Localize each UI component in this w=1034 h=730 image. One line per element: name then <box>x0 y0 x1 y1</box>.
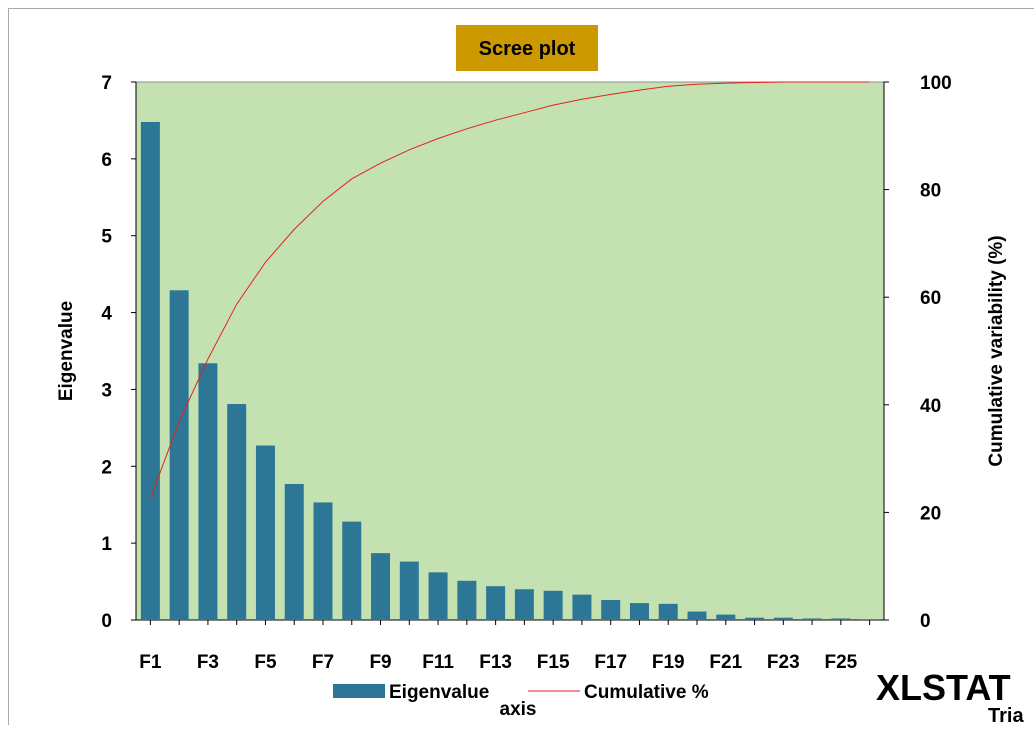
bar-F7 <box>314 502 333 620</box>
bar-F18 <box>630 603 649 620</box>
y2-axis-title: Cumulative variability (%) <box>986 235 1007 466</box>
xlstat-logo: XLSTAT <box>876 667 1011 708</box>
y2-tick-label: 60 <box>920 288 941 309</box>
bar-F13 <box>486 586 505 620</box>
y-tick-label: 6 <box>101 150 112 171</box>
x-tick-label: F25 <box>824 652 857 673</box>
x-tick-label: F13 <box>479 652 512 673</box>
y-tick-label: 1 <box>101 534 112 555</box>
y2-tick-label: 20 <box>920 503 941 524</box>
bar-F10 <box>400 562 419 620</box>
bar-F8 <box>342 522 361 620</box>
x-tick-label: F7 <box>312 652 334 673</box>
bar-F24 <box>803 618 822 620</box>
bar-F26 <box>860 619 879 620</box>
y-axis-title: Eigenvalue <box>56 301 77 401</box>
xlstat-logo-subtext: Tria <box>988 705 1024 725</box>
bar-F21 <box>716 615 735 620</box>
x-tick-label: F19 <box>652 652 685 673</box>
bar-F17 <box>601 600 620 620</box>
bar-F22 <box>745 618 764 620</box>
x-tick-label: F21 <box>709 652 742 673</box>
y-tick-label: 0 <box>101 611 112 632</box>
bar-F4 <box>227 404 246 620</box>
y-tick-label: 2 <box>101 457 112 478</box>
x-tick-label: F11 <box>422 652 454 673</box>
bar-F16 <box>572 595 591 620</box>
y2-tick-label: 40 <box>920 396 941 417</box>
bar-F25 <box>831 618 850 620</box>
legend-label-eigenvalue: Eigenvalue <box>389 682 489 703</box>
y-tick-label: 5 <box>101 227 112 248</box>
x-axis-title: axis <box>500 699 537 720</box>
bar-F6 <box>285 484 304 620</box>
x-tick-label: F5 <box>254 652 277 673</box>
x-tick-label: F1 <box>139 652 162 673</box>
bar-F5 <box>256 446 275 620</box>
bar-F2 <box>170 290 189 620</box>
bar-F12 <box>457 581 476 620</box>
bar-F1 <box>141 122 160 620</box>
y2-tick-label: 0 <box>920 611 931 632</box>
y2-tick-label: 100 <box>920 73 952 94</box>
x-tick-label: F23 <box>767 652 800 673</box>
legend-swatch-eigenvalue <box>333 684 385 698</box>
y-tick-label: 3 <box>101 380 112 401</box>
bar-F14 <box>515 589 534 620</box>
x-tick-label: F9 <box>369 652 391 673</box>
y2-tick-label: 80 <box>920 181 941 202</box>
bar-F11 <box>429 572 448 620</box>
x-tick-label: F17 <box>594 652 627 673</box>
bar-F20 <box>688 612 707 620</box>
x-tick-label: F15 <box>537 652 570 673</box>
y-tick-label: 4 <box>101 304 112 325</box>
legend-label-cumulative: Cumulative % <box>584 682 709 703</box>
chart-title: Scree plot <box>479 38 576 60</box>
bar-F23 <box>774 618 793 620</box>
plot-area <box>136 82 884 620</box>
y-tick-label: 7 <box>101 73 112 94</box>
bar-F19 <box>659 604 678 620</box>
x-tick-label: F3 <box>197 652 219 673</box>
bar-F3 <box>198 363 217 620</box>
bar-F15 <box>544 591 563 620</box>
bar-F9 <box>371 553 390 620</box>
